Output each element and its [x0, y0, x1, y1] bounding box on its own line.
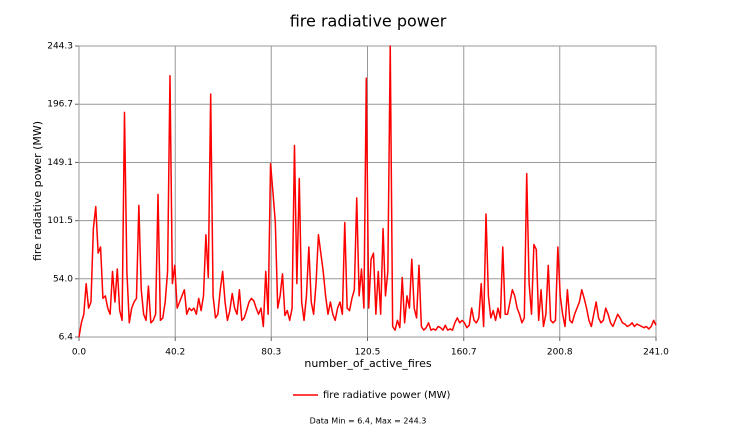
y-tick-label: 101.5 — [47, 216, 73, 226]
y-tick-label: 149.1 — [47, 158, 73, 168]
x-axis-label: number_of_active_fires — [304, 357, 431, 370]
legend-label: fire radiative power (MW) — [323, 390, 450, 401]
x-tick-label: 40.2 — [165, 348, 185, 358]
y-tick-label: 244.3 — [47, 42, 73, 52]
y-tick-label: 196.7 — [47, 100, 73, 110]
chart-title: fire radiative power — [290, 12, 447, 31]
y-axis-label: fire radiative power (MW) — [31, 121, 44, 261]
footer-note: Data Min = 6.4, Max = 244.3 — [310, 417, 427, 426]
x-tick-label: 160.7 — [451, 348, 477, 358]
x-tick-label: 0.0 — [72, 348, 87, 358]
y-tick-label: 6.4 — [59, 333, 74, 343]
x-tick-label: 120.5 — [355, 348, 381, 358]
y-tick-label: 54.0 — [53, 274, 73, 284]
x-tick-label: 80.3 — [261, 348, 281, 358]
data-line — [78, 45, 657, 338]
x-tick-label: 241.0 — [643, 348, 669, 358]
x-tick-label: 200.8 — [547, 348, 573, 358]
